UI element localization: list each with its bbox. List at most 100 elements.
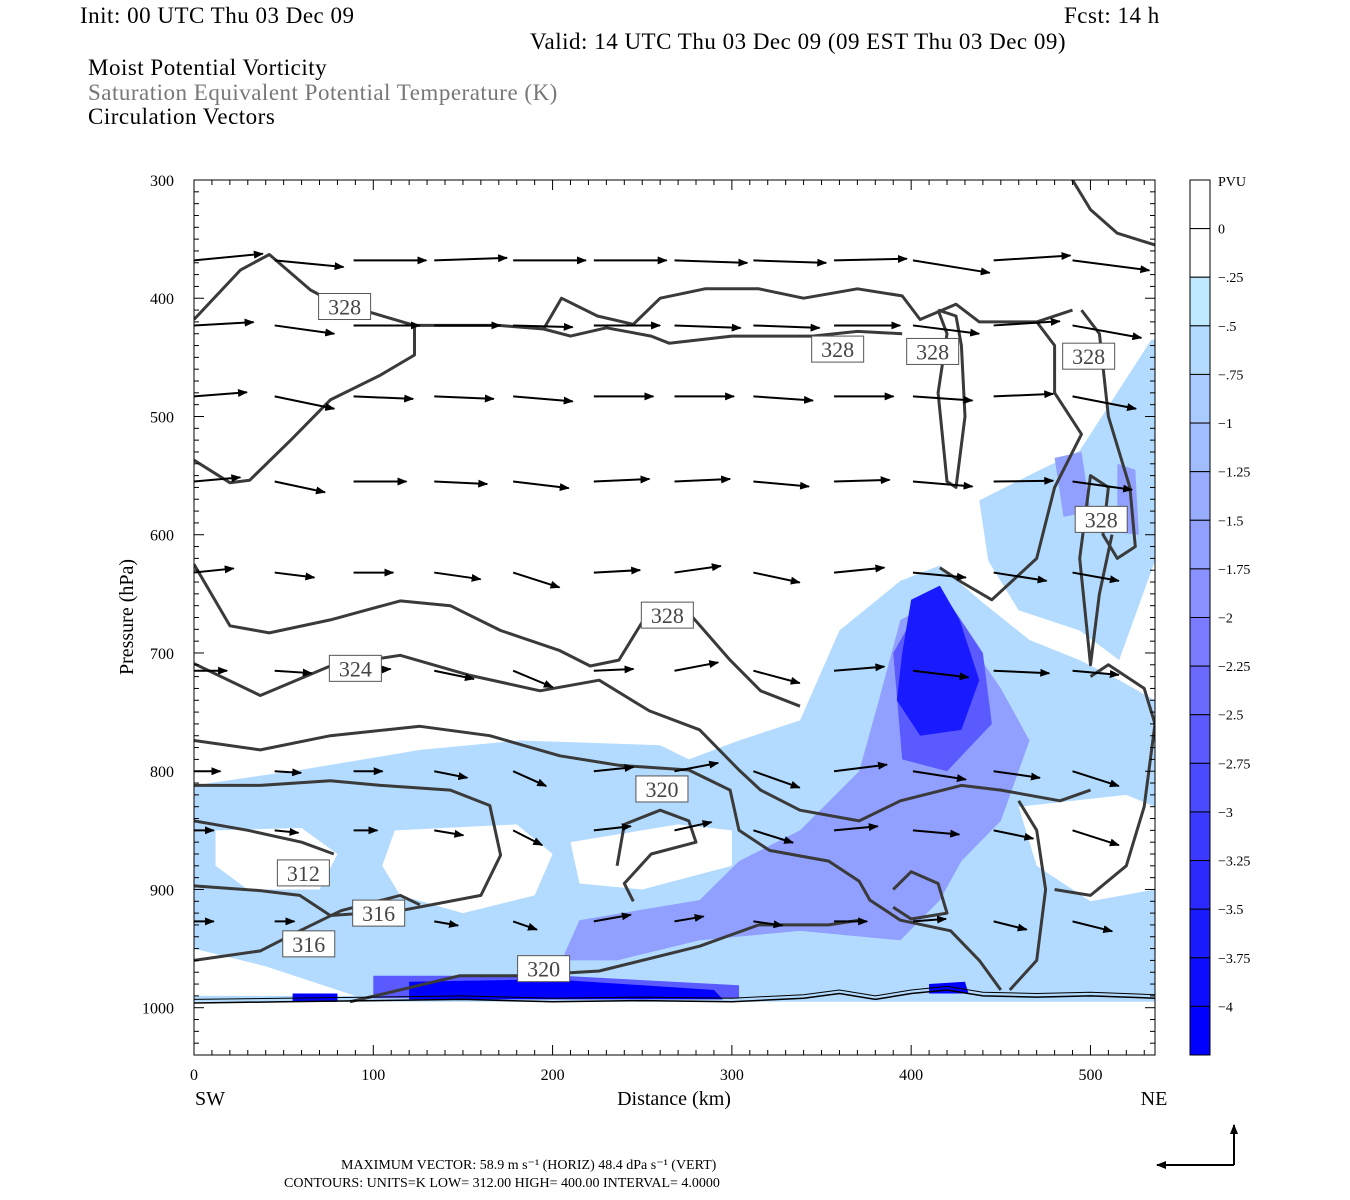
circulation-vector: [993, 770, 1041, 781]
circulation-vector: [753, 395, 814, 404]
circulation-vector: [753, 770, 801, 789]
contour-label: 320: [527, 957, 560, 982]
y-tick-label: 600: [150, 528, 174, 545]
circulation-vector: [912, 259, 991, 276]
contour-label-box: [635, 775, 689, 803]
circulation-vector: [674, 760, 720, 773]
contour-line: [1071, 180, 1155, 247]
circulation-vector: [674, 913, 705, 923]
colorbar-swatch: [1189, 179, 1211, 230]
circulation-vector: [674, 660, 720, 672]
colorbar-label: −3.25: [1218, 855, 1250, 870]
circulation-vector: [434, 254, 509, 263]
colorbar-swatch: [1189, 422, 1211, 473]
contour-label: 324: [339, 656, 372, 681]
circulation-vector: [1072, 669, 1120, 679]
max-vector-text: MAXIMUM VECTOR: 58.9 m s⁻¹ (HORIZ) 48.4 …: [341, 1158, 717, 1173]
reference-vector-icon: [1156, 1124, 1238, 1169]
contour-label-box: [328, 654, 382, 682]
x-tick-label: 400: [899, 1067, 923, 1084]
circulation-vector: [274, 827, 300, 836]
colorbar-units: PVU: [1218, 175, 1246, 190]
circulation-vector: [993, 920, 1028, 932]
colorbar-swatch: [1189, 908, 1211, 959]
circulation-vector: [434, 829, 465, 838]
colorbar-swatch: [1189, 762, 1211, 813]
circulation-vector: [833, 761, 889, 773]
circulation-vector: [753, 258, 828, 267]
circulation-vector: [434, 571, 482, 582]
contour-line: [194, 819, 335, 856]
contour-line: [194, 253, 416, 485]
contour-line: [939, 320, 1083, 602]
circulation-vector: [274, 259, 345, 271]
circulation-vector: [674, 258, 749, 267]
x-tick-label: 200: [541, 1067, 565, 1084]
contour-line: [194, 563, 801, 708]
colorbar-swatch: [1189, 811, 1211, 862]
circulation-vector: [274, 571, 316, 581]
contour-label-box: [640, 601, 694, 629]
circulation-vector: [512, 571, 561, 589]
circulation-vector: [753, 669, 801, 685]
circulation-vector: [513, 480, 570, 492]
circulation-vector: [912, 395, 974, 404]
pv-region: [194, 948, 356, 996]
colorbar-swatch: [1189, 714, 1211, 764]
contour-line: [194, 653, 1091, 823]
colorbar-swatch: [1189, 276, 1211, 327]
circulation-vector: [434, 479, 489, 488]
colorbar-swatch: [1189, 860, 1211, 910]
contour-label: 320: [645, 777, 678, 802]
colorbar-label: −3.5: [1218, 903, 1243, 918]
colorbar-swatch: [1189, 665, 1211, 716]
contour-line: [1054, 663, 1155, 897]
contour-line: [543, 326, 903, 345]
colorbar-label: 0: [1218, 223, 1225, 238]
colorbar-swatch: [1189, 325, 1211, 375]
field-title-mpv: Moist Potential Vorticity: [88, 55, 328, 80]
valid-time: Valid: 14 UTC Thu 03 Dec 09 (09 EST Thu …: [530, 29, 1067, 54]
circulation-vector: [1072, 829, 1120, 847]
y-tick-label: 400: [150, 291, 174, 308]
circulation-vector: [993, 668, 1051, 677]
colorbar-swatch: [1189, 373, 1211, 424]
circulation-vector: [593, 566, 642, 575]
colorbar-label: −3: [1218, 806, 1233, 821]
circulation-vector: [194, 250, 264, 262]
sw-label: SW: [195, 1088, 225, 1110]
y-tick-label: 900: [150, 882, 174, 899]
colorbar-label: −4: [1218, 1000, 1233, 1015]
pv-region: [409, 979, 723, 1000]
forecast-hour: Fcst: 14 h: [1064, 3, 1160, 28]
circulation-vector: [512, 770, 548, 788]
circulation-vector: [833, 564, 886, 574]
circulation-vector: [194, 318, 255, 327]
circulation-vector: [912, 571, 967, 581]
contour-label: 328: [821, 337, 854, 362]
circulation-vector: [593, 764, 635, 773]
circulation-vector: [194, 388, 248, 398]
circulation-vector: [194, 474, 242, 483]
contour-label-box: [1074, 505, 1128, 533]
circulation-vector: [753, 480, 811, 490]
circulation-vector: [434, 669, 475, 682]
colorbar-label: −.25: [1218, 271, 1243, 286]
colorbar-label: −.75: [1218, 368, 1243, 383]
circulation-vector: [513, 322, 574, 331]
axes: 0 100 200 300 400 500 300 400 500 600 700 800 900 100…: [142, 173, 1155, 1084]
circulation-vector: [912, 669, 970, 681]
colorbar-swatch: [1189, 1005, 1211, 1056]
circulation-vector: [274, 668, 313, 677]
contour-label-box: [811, 335, 865, 363]
contour-line: [1078, 309, 1137, 667]
circulation-vector: [753, 323, 821, 332]
contour-line: [414, 287, 1073, 331]
circulation-vector: [1072, 259, 1151, 274]
circulation-vector: [834, 476, 891, 485]
contour-label-box: [318, 293, 372, 321]
y-tick-label: 300: [150, 173, 174, 190]
circulation-vector: [993, 390, 1055, 399]
pv-region: [382, 824, 553, 914]
colorbar-swatch: [1189, 568, 1211, 619]
